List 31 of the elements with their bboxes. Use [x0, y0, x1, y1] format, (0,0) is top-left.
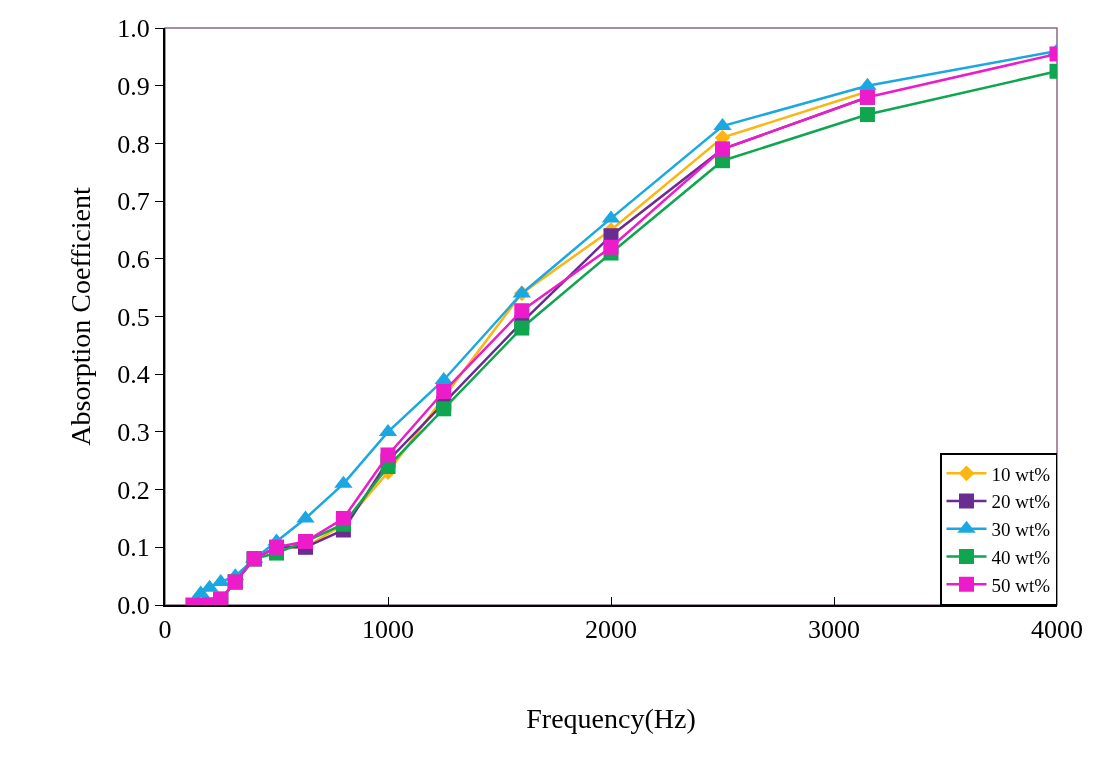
y-tick-label: 0.5: [117, 302, 150, 332]
x-tick-label: 0: [158, 615, 172, 645]
y-tick-label: 0.2: [117, 475, 150, 505]
x-tick-label: 3000: [808, 615, 860, 645]
point: [380, 447, 396, 463]
point: [514, 320, 530, 336]
y-tick-label: 1.0: [117, 14, 150, 44]
y-tick-label: 0.9: [117, 71, 150, 101]
legend-label: 20 wt%: [991, 491, 1051, 513]
y-tick-label: 0.6: [117, 244, 150, 274]
y-tick-label: 0.0: [117, 591, 150, 621]
legend-label: 30 wt%: [991, 519, 1051, 541]
point: [603, 239, 619, 255]
x-tick-label: 1000: [362, 615, 414, 645]
x-tick-label: 4000: [1031, 615, 1083, 645]
legend-label: 10 wt%: [991, 463, 1051, 485]
point: [859, 107, 875, 123]
point: [514, 303, 530, 319]
y-tick-label: 0.8: [117, 129, 150, 159]
y-axis-title: Absorption Coefficient: [65, 187, 97, 446]
x-tick-label: 2000: [585, 615, 637, 645]
point: [436, 384, 452, 400]
point: [436, 401, 452, 417]
x-axis-title: Frequency(Hz): [526, 702, 696, 734]
point: [335, 510, 351, 526]
legend-label: 40 wt%: [991, 546, 1051, 568]
y-tick-label: 0.7: [117, 187, 150, 217]
legend-label: 50 wt%: [991, 574, 1051, 596]
y-tick-label: 0.4: [117, 360, 150, 390]
y-tick-label: 0.3: [117, 418, 150, 447]
y-tick-label: 0.1: [117, 533, 150, 563]
